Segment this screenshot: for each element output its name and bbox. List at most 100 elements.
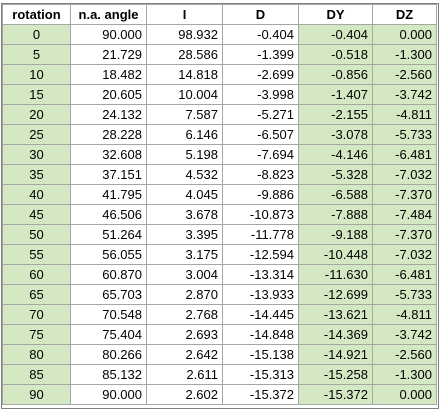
cell-rotation[interactable]: 55 <box>2 244 71 265</box>
cell-rotation[interactable]: 45 <box>2 204 71 225</box>
cell-dy[interactable]: -7.888 <box>298 204 373 225</box>
cell-dz[interactable]: -6.481 <box>372 264 437 285</box>
cell-rotation[interactable]: 75 <box>2 324 71 345</box>
cell-dy[interactable]: -0.856 <box>298 64 373 85</box>
cell-rotation[interactable]: 60 <box>2 264 71 285</box>
cell-d[interactable]: -11.778 <box>222 224 299 245</box>
cell-d[interactable]: -6.507 <box>222 124 299 145</box>
cell-dz[interactable]: -3.742 <box>372 84 437 105</box>
cell-rotation[interactable]: 5 <box>2 44 71 65</box>
cell-dy[interactable]: -0.404 <box>298 24 373 45</box>
cell-dz[interactable]: -6.481 <box>372 144 437 165</box>
cell-rotation[interactable]: 70 <box>2 304 71 325</box>
header-i[interactable]: I <box>146 4 223 25</box>
header-dz[interactable]: DZ <box>372 4 437 25</box>
cell-dy[interactable]: -13.621 <box>298 304 373 325</box>
cell-dy[interactable]: -4.146 <box>298 144 373 165</box>
cell-i[interactable]: 3.678 <box>146 204 223 225</box>
cell-dz[interactable]: -2.560 <box>372 64 437 85</box>
cell-dy[interactable]: -11.630 <box>298 264 373 285</box>
cell-dy[interactable]: -15.372 <box>298 384 373 405</box>
cell-na-angle[interactable]: 18.482 <box>70 64 147 85</box>
cell-dz[interactable]: -3.742 <box>372 324 437 345</box>
cell-rotation[interactable]: 50 <box>2 224 71 245</box>
cell-dy[interactable]: -6.588 <box>298 184 373 205</box>
cell-dy[interactable]: -14.369 <box>298 324 373 345</box>
cell-na-angle[interactable]: 56.055 <box>70 244 147 265</box>
cell-dy[interactable]: -12.699 <box>298 284 373 305</box>
cell-na-angle[interactable]: 46.506 <box>70 204 147 225</box>
cell-i[interactable]: 2.870 <box>146 284 223 305</box>
cell-na-angle[interactable]: 28.228 <box>70 124 147 145</box>
cell-i[interactable]: 2.602 <box>146 384 223 405</box>
cell-d[interactable]: -1.399 <box>222 44 299 65</box>
cell-d[interactable]: -12.594 <box>222 244 299 265</box>
cell-d[interactable]: -9.886 <box>222 184 299 205</box>
cell-i[interactable]: 3.175 <box>146 244 223 265</box>
cell-na-angle[interactable]: 24.132 <box>70 104 147 125</box>
cell-dy[interactable]: -14.921 <box>298 344 373 365</box>
cell-na-angle[interactable]: 90.000 <box>70 24 147 45</box>
cell-i[interactable]: 2.768 <box>146 304 223 325</box>
cell-rotation[interactable]: 85 <box>2 364 71 385</box>
cell-d[interactable]: -13.933 <box>222 284 299 305</box>
cell-rotation[interactable]: 35 <box>2 164 71 185</box>
header-na-angle[interactable]: n.a. angle <box>70 4 147 25</box>
cell-na-angle[interactable]: 37.151 <box>70 164 147 185</box>
cell-dz[interactable]: -4.811 <box>372 304 437 325</box>
cell-i[interactable]: 3.004 <box>146 264 223 285</box>
cell-d[interactable]: -8.823 <box>222 164 299 185</box>
cell-dz[interactable]: -7.032 <box>372 164 437 185</box>
cell-dz[interactable]: -2.560 <box>372 344 437 365</box>
cell-dz[interactable]: -7.032 <box>372 244 437 265</box>
cell-na-angle[interactable]: 20.605 <box>70 84 147 105</box>
cell-i[interactable]: 28.586 <box>146 44 223 65</box>
cell-dy[interactable]: -9.188 <box>298 224 373 245</box>
cell-dy[interactable]: -5.328 <box>298 164 373 185</box>
cell-dz[interactable]: -1.300 <box>372 364 437 385</box>
header-rotation[interactable]: rotation <box>2 4 71 25</box>
cell-dy[interactable]: -2.155 <box>298 104 373 125</box>
cell-d[interactable]: -5.271 <box>222 104 299 125</box>
cell-d[interactable]: -14.848 <box>222 324 299 345</box>
cell-rotation[interactable]: 25 <box>2 124 71 145</box>
cell-d[interactable]: -3.998 <box>222 84 299 105</box>
cell-d[interactable]: -15.138 <box>222 344 299 365</box>
cell-na-angle[interactable]: 75.404 <box>70 324 147 345</box>
cell-na-angle[interactable]: 80.266 <box>70 344 147 365</box>
cell-na-angle[interactable]: 32.608 <box>70 144 147 165</box>
cell-i[interactable]: 98.932 <box>146 24 223 45</box>
cell-d[interactable]: -10.873 <box>222 204 299 225</box>
cell-rotation[interactable]: 15 <box>2 84 71 105</box>
cell-rotation[interactable]: 20 <box>2 104 71 125</box>
cell-dz[interactable]: 0.000 <box>372 384 437 405</box>
cell-dz[interactable]: -7.370 <box>372 224 437 245</box>
cell-na-angle[interactable]: 85.132 <box>70 364 147 385</box>
cell-dz[interactable]: 0.000 <box>372 24 437 45</box>
header-d[interactable]: D <box>222 4 299 25</box>
cell-i[interactable]: 6.146 <box>146 124 223 145</box>
cell-i[interactable]: 2.611 <box>146 364 223 385</box>
cell-i[interactable]: 4.532 <box>146 164 223 185</box>
cell-na-angle[interactable]: 65.703 <box>70 284 147 305</box>
cell-rotation[interactable]: 80 <box>2 344 71 365</box>
cell-d[interactable]: -2.699 <box>222 64 299 85</box>
cell-dz[interactable]: -4.811 <box>372 104 437 125</box>
cell-i[interactable]: 3.395 <box>146 224 223 245</box>
cell-i[interactable]: 2.642 <box>146 344 223 365</box>
cell-rotation[interactable]: 90 <box>2 384 71 405</box>
cell-i[interactable]: 5.198 <box>146 144 223 165</box>
cell-dz[interactable]: -1.300 <box>372 44 437 65</box>
cell-i[interactable]: 7.587 <box>146 104 223 125</box>
cell-na-angle[interactable]: 60.870 <box>70 264 147 285</box>
cell-i[interactable]: 10.004 <box>146 84 223 105</box>
cell-dy[interactable]: -15.258 <box>298 364 373 385</box>
cell-d[interactable]: -15.313 <box>222 364 299 385</box>
cell-dy[interactable]: -3.078 <box>298 124 373 145</box>
cell-dz[interactable]: -5.733 <box>372 124 437 145</box>
cell-d[interactable]: -7.694 <box>222 144 299 165</box>
cell-d[interactable]: -13.314 <box>222 264 299 285</box>
cell-rotation[interactable]: 30 <box>2 144 71 165</box>
cell-na-angle[interactable]: 70.548 <box>70 304 147 325</box>
cell-na-angle[interactable]: 21.729 <box>70 44 147 65</box>
